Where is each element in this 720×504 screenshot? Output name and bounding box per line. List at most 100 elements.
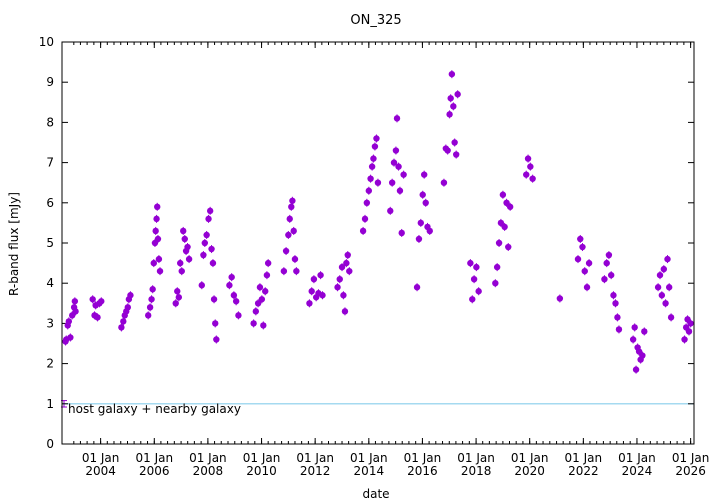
data-point [228, 273, 235, 281]
data-point [285, 231, 292, 239]
data-point [505, 243, 512, 251]
data-point [208, 245, 215, 253]
data-point [226, 282, 233, 289]
data-point [213, 336, 220, 343]
data-point [639, 352, 646, 359]
data-point [451, 139, 458, 146]
data-point [289, 197, 296, 204]
x-tick-label: 2018 [461, 464, 492, 478]
data-point [448, 70, 456, 78]
data-point [286, 215, 293, 223]
data-point [341, 308, 349, 315]
data-point [420, 171, 428, 178]
data-point [654, 284, 662, 291]
x-tick-label: 01 Jan [457, 451, 495, 465]
data-point [120, 318, 127, 325]
data-point [200, 251, 207, 259]
x-tick-label: 01 Jan [618, 451, 656, 465]
y-tick-label: 6 [46, 196, 54, 210]
data-point [310, 275, 318, 283]
data-point [605, 251, 613, 259]
x-tick-label: 01 Jan [243, 451, 281, 465]
data-point [374, 179, 382, 186]
y-tick-label: 10 [39, 35, 54, 49]
data-point [492, 280, 499, 287]
data-point [180, 227, 187, 235]
y-tick-label: 9 [46, 75, 54, 89]
data-point [667, 314, 675, 321]
data-point [250, 320, 257, 327]
x-tick-label: 2022 [568, 464, 599, 478]
data-point [631, 324, 638, 331]
x-tick-label: 01 Jan [350, 451, 388, 465]
x-tick-label: 2012 [300, 464, 331, 478]
y-tick-label: 7 [46, 156, 54, 170]
data-point [198, 282, 205, 289]
data-point [601, 275, 608, 283]
data-point [585, 259, 593, 267]
data-point [185, 255, 193, 263]
x-tick-label: 2010 [246, 464, 277, 478]
data-point [470, 275, 478, 283]
data-point [400, 171, 407, 178]
data-point [506, 203, 514, 211]
data-point [467, 259, 474, 267]
data-point [607, 271, 615, 279]
data-point [346, 267, 353, 275]
data-point [262, 288, 269, 295]
y-tick-label: 5 [46, 236, 54, 250]
data-point [556, 295, 564, 302]
y-tick-label: 8 [46, 115, 54, 129]
data-point [230, 292, 238, 299]
data-point [344, 251, 351, 259]
x-tick-label: 2004 [85, 464, 116, 478]
data-point [664, 255, 671, 263]
data-point [178, 267, 185, 275]
data-point [210, 296, 218, 303]
data-point [201, 239, 209, 247]
data-point [371, 143, 379, 150]
x-tick-label: 01 Jan [82, 451, 120, 465]
data-point [153, 215, 160, 223]
data-point [417, 219, 425, 227]
data-point [658, 292, 666, 299]
data-point [205, 215, 212, 223]
data-point [340, 292, 347, 299]
y-tick-label: 3 [46, 316, 54, 330]
data-point [343, 259, 350, 267]
data-point [524, 155, 532, 162]
data-point [150, 259, 157, 267]
data-point [475, 288, 482, 295]
data-point [388, 179, 396, 186]
x-tick-label: 01 Jan [189, 451, 227, 465]
data-point [65, 318, 73, 325]
data-point [252, 308, 260, 315]
data-point [181, 235, 188, 243]
data-point [155, 255, 163, 263]
plot-frame [61, 41, 695, 445]
data-point [368, 163, 376, 170]
data-point [67, 334, 74, 341]
data-point [450, 103, 457, 110]
data-point [206, 207, 214, 215]
data-point [393, 115, 401, 122]
data-point [175, 294, 183, 301]
data-point [264, 259, 272, 267]
reference-line-label: host galaxy + nearby galaxy [68, 402, 241, 416]
y-ticks: 0 1 2 3 4 5 6 7 8 9 10 [39, 35, 694, 451]
data-point [447, 95, 454, 102]
data-point [260, 322, 267, 329]
data-point [212, 320, 219, 327]
data-point [124, 304, 131, 311]
data-point [473, 263, 480, 271]
chart-title: ON_325 [350, 13, 401, 28]
data-point [579, 243, 586, 251]
y-axis-label: R-band flux [mJy] [7, 192, 21, 296]
data-point [469, 296, 476, 303]
data-point [258, 296, 266, 303]
data-point [629, 336, 637, 343]
data-point [583, 284, 591, 291]
data-point [495, 239, 503, 247]
